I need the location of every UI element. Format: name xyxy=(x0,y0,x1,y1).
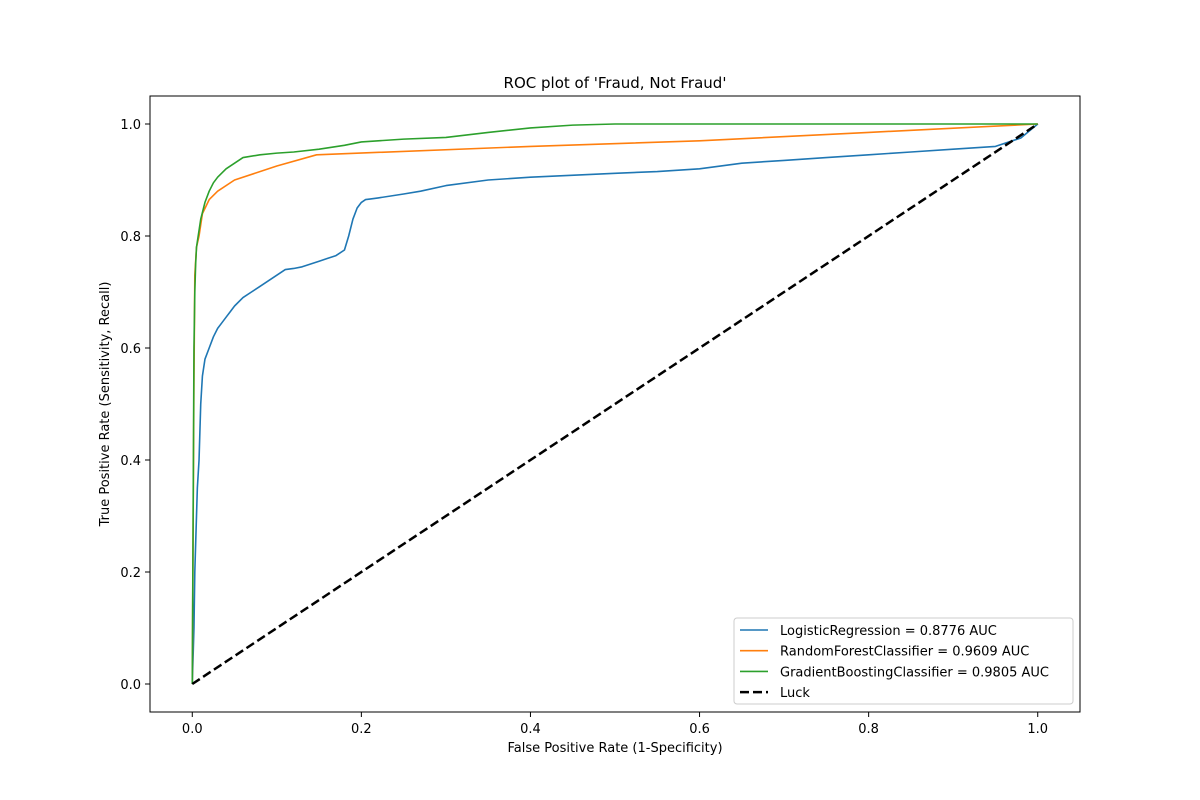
y-tick-label: 0.8 xyxy=(120,230,141,245)
y-tick-label: 0.6 xyxy=(120,342,141,357)
axes-frame xyxy=(149,95,1081,713)
legend-label-2: GradientBoostingClassifier = 0.9805 AUC xyxy=(780,665,1049,680)
x-tick-label: 0.6 xyxy=(689,722,710,737)
y-tick-label: 0.2 xyxy=(120,566,141,581)
plot-area: 0.0 0.2 0.4 0.6 0.8 1.0 0.0 0.2 0.4 0.6 0.8 1.0 xyxy=(120,95,1081,737)
x-axis-label: False Positive Rate (1-Specificity) xyxy=(507,741,722,756)
y-tick-label: 0.4 xyxy=(120,454,141,469)
series-line-2 xyxy=(191,123,1038,685)
x-tick-label: 0.4 xyxy=(520,722,541,737)
series-line-3 xyxy=(191,122,1039,686)
chart-title: ROC plot of 'Fraud, Not Fraud' xyxy=(504,74,727,92)
x-tick-label: 1.0 xyxy=(1027,722,1048,737)
x-tick-label: 0.0 xyxy=(182,722,203,737)
legend-label-0: LogisticRegression = 0.8776 AUC xyxy=(780,624,997,639)
legend-box xyxy=(733,617,1074,705)
x-tick-label: 0.2 xyxy=(351,722,372,737)
y-tick-label: 1.0 xyxy=(120,118,141,133)
y-tick-label: 0.0 xyxy=(120,678,141,693)
legend: LogisticRegression = 0.8776 AUC RandomFor… xyxy=(733,617,1074,705)
y-axis-label: True Positive Rate (Sensitivity, Recall) xyxy=(98,282,113,528)
legend-label-3: Luck xyxy=(780,686,810,701)
x-tick-label: 0.8 xyxy=(858,722,879,737)
series-line-0 xyxy=(191,123,1039,685)
legend-label-1: RandomForestClassifier = 0.9609 AUC xyxy=(780,645,1029,660)
